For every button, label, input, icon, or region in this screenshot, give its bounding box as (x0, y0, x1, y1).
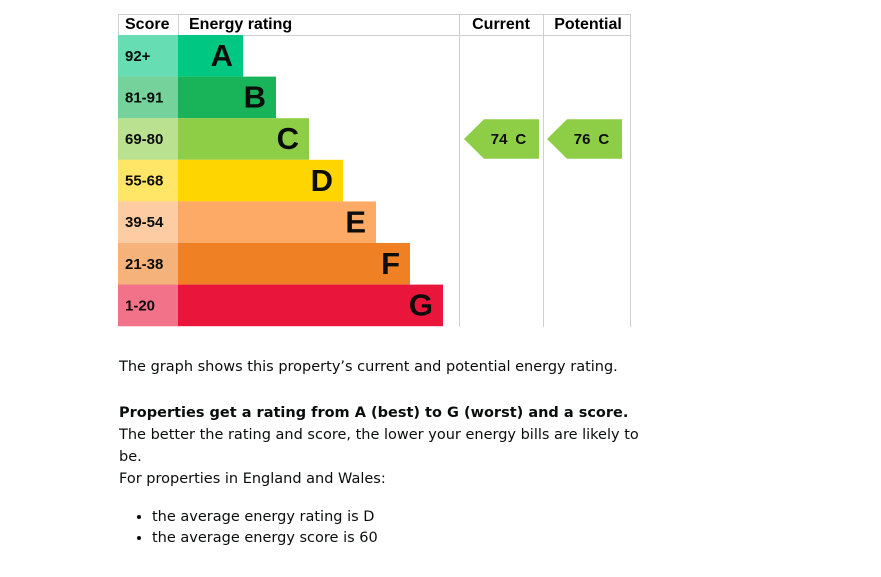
score-cell-tint (118, 243, 178, 285)
rating-bar (178, 201, 376, 243)
score-range: 21-38 (125, 256, 163, 273)
score-cell-tint (118, 118, 178, 160)
rating-letter: F (381, 246, 400, 281)
rating-letter: C (277, 121, 299, 156)
rating-letter: B (244, 80, 266, 115)
potential-label: 76 C (574, 131, 610, 148)
header-rating: Energy rating (189, 16, 292, 33)
current-band: C (515, 131, 526, 148)
current-arrow (464, 119, 539, 159)
score-cell (118, 76, 178, 119)
rating-bar (178, 284, 443, 327)
potential-arrow (547, 119, 622, 159)
rating-bar (178, 35, 243, 77)
rating-bar (178, 243, 410, 285)
score-range: 39-54 (125, 214, 164, 231)
score-cell (118, 243, 178, 285)
current-score: 74 (491, 131, 508, 148)
rating-letter: D (311, 163, 333, 198)
header-score: Score (125, 16, 170, 33)
score-cell-tint (118, 76, 178, 119)
score-range: 81-91 (125, 89, 163, 106)
rating-letter: G (409, 288, 433, 323)
potential-band: C (598, 131, 609, 148)
average-score: the average energy score is 60 (152, 528, 672, 549)
rating-bar (178, 159, 343, 202)
potential-score: 76 (574, 131, 591, 148)
header-current: Current (472, 16, 530, 33)
rating-bar (178, 76, 276, 119)
score-range: 69-80 (125, 131, 163, 148)
rating-letter: E (345, 204, 366, 239)
score-range: 55-68 (125, 173, 163, 190)
score-cell-tint (118, 159, 178, 202)
score-cell (118, 35, 178, 77)
score-cell (118, 118, 178, 160)
average-rating: the average energy rating is D (152, 507, 672, 528)
score-range: 1-20 (125, 297, 155, 314)
score-cell-tint (118, 201, 178, 243)
rating-bold: Properties get a rating from A (best) to… (119, 405, 629, 421)
header-potential: Potential (554, 16, 622, 33)
average-list: the average energy rating is D the avera… (119, 507, 672, 549)
score-cell (118, 284, 178, 327)
score-cell (118, 159, 178, 202)
rating-bar (178, 118, 309, 160)
score-cell-tint (118, 284, 178, 327)
rating-letter: A (211, 38, 233, 73)
region-text: For properties in England and Wales: (119, 471, 386, 487)
epc-chart: Score Energy rating Current Potential 92… (118, 14, 631, 327)
score-cell (118, 201, 178, 243)
current-label: 74 C (491, 131, 527, 148)
rating-text: Properties get a rating from A (best) to… (119, 402, 639, 468)
score-cell-tint (118, 35, 178, 77)
score-range: 92+ (125, 48, 151, 65)
rating-rest: The better the rating and score, the low… (119, 427, 639, 465)
intro-text: The graph shows this property’s current … (119, 359, 618, 375)
